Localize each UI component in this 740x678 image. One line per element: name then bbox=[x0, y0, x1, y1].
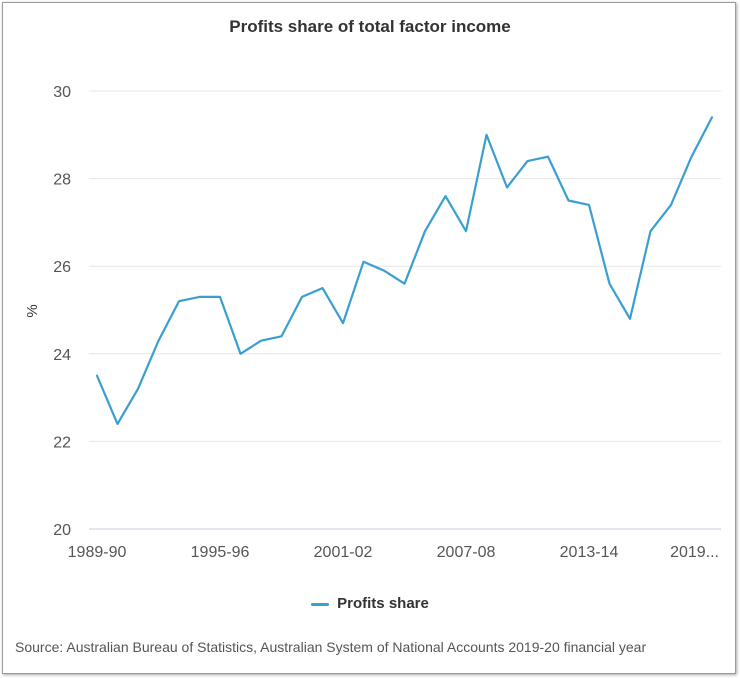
line-chart: 20 22 24 26 28 30 1989-90 1995-96 2001-02 2007-08… bbox=[24, 84, 721, 561]
series-line-profits-share bbox=[95, 116, 714, 425]
legend-swatch bbox=[311, 602, 330, 606]
y-tick-label: 24 bbox=[53, 347, 71, 364]
source-note: Source: Australian Bureau of Statistics,… bbox=[15, 639, 647, 655]
y-tick-label: 30 bbox=[53, 84, 71, 101]
x-tick-label: 1989-90 bbox=[68, 544, 127, 561]
x-tick-label: 2007-08 bbox=[437, 544, 496, 561]
y-tick-label: 26 bbox=[53, 259, 71, 276]
legend-label: Profits share bbox=[337, 595, 429, 612]
legend[interactable]: Profits share bbox=[3, 595, 737, 612]
y-axis-label: % bbox=[24, 304, 41, 317]
y-tick-label: 20 bbox=[53, 522, 71, 539]
y-tick-label: 22 bbox=[53, 434, 71, 451]
y-tick-label: 28 bbox=[53, 172, 71, 189]
x-tick-label: 2013-14 bbox=[560, 544, 619, 561]
x-tick-label: 2001-02 bbox=[314, 544, 373, 561]
x-tick-label: 2019... bbox=[670, 544, 719, 561]
x-tick-label: 1995-96 bbox=[191, 544, 250, 561]
chart-title: Profits share of total factor income bbox=[229, 17, 511, 36]
